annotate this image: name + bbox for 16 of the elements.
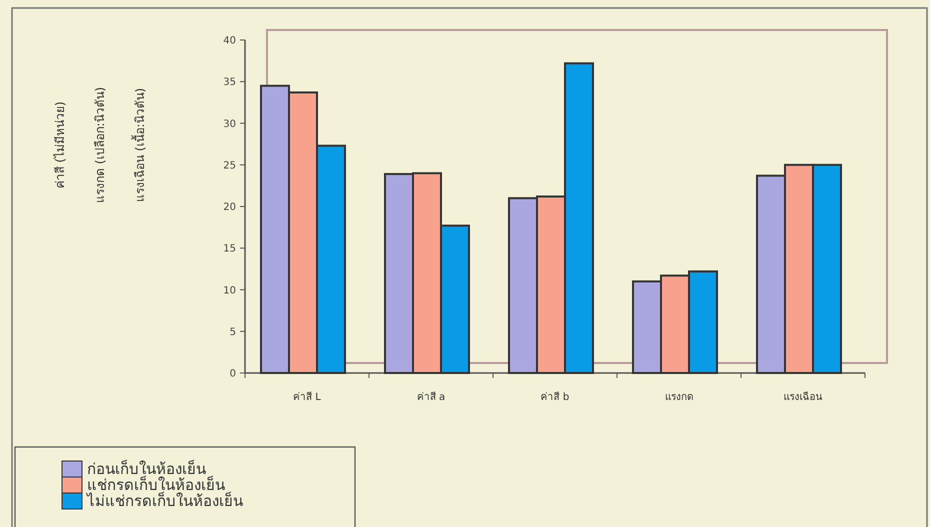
y-tick-label: 5 xyxy=(230,326,236,338)
y-tick-label: 20 xyxy=(223,202,236,213)
y-tick-label: 10 xyxy=(223,285,236,296)
y-tick-label: 15 xyxy=(223,244,236,255)
x-tick-label: แรงกด xyxy=(665,392,693,403)
legend-label: ไม่แช่กรดเก็บในห้องเย็น xyxy=(86,491,243,510)
y-tick-label: 30 xyxy=(223,118,236,130)
y-tick-label: 40 xyxy=(223,36,236,46)
y-tick-label: 25 xyxy=(223,160,236,172)
text: ค่าสี (ไม่มีหน่วย) แรงกด (เปลือก:นิวตัน) แรงเฉือน (เนื้อ:นิวตัน) xyxy=(53,86,147,204)
y-tick-label: 0 xyxy=(230,368,236,380)
x-tick-label: ค่าสี L xyxy=(293,391,322,403)
x-tick-label: แรงเฉือน xyxy=(784,391,822,403)
y-tick-label: 35 xyxy=(223,77,236,88)
x-tick-label: ค่าสี b xyxy=(540,391,570,403)
x-tick-label: ค่าสี a xyxy=(416,391,446,403)
